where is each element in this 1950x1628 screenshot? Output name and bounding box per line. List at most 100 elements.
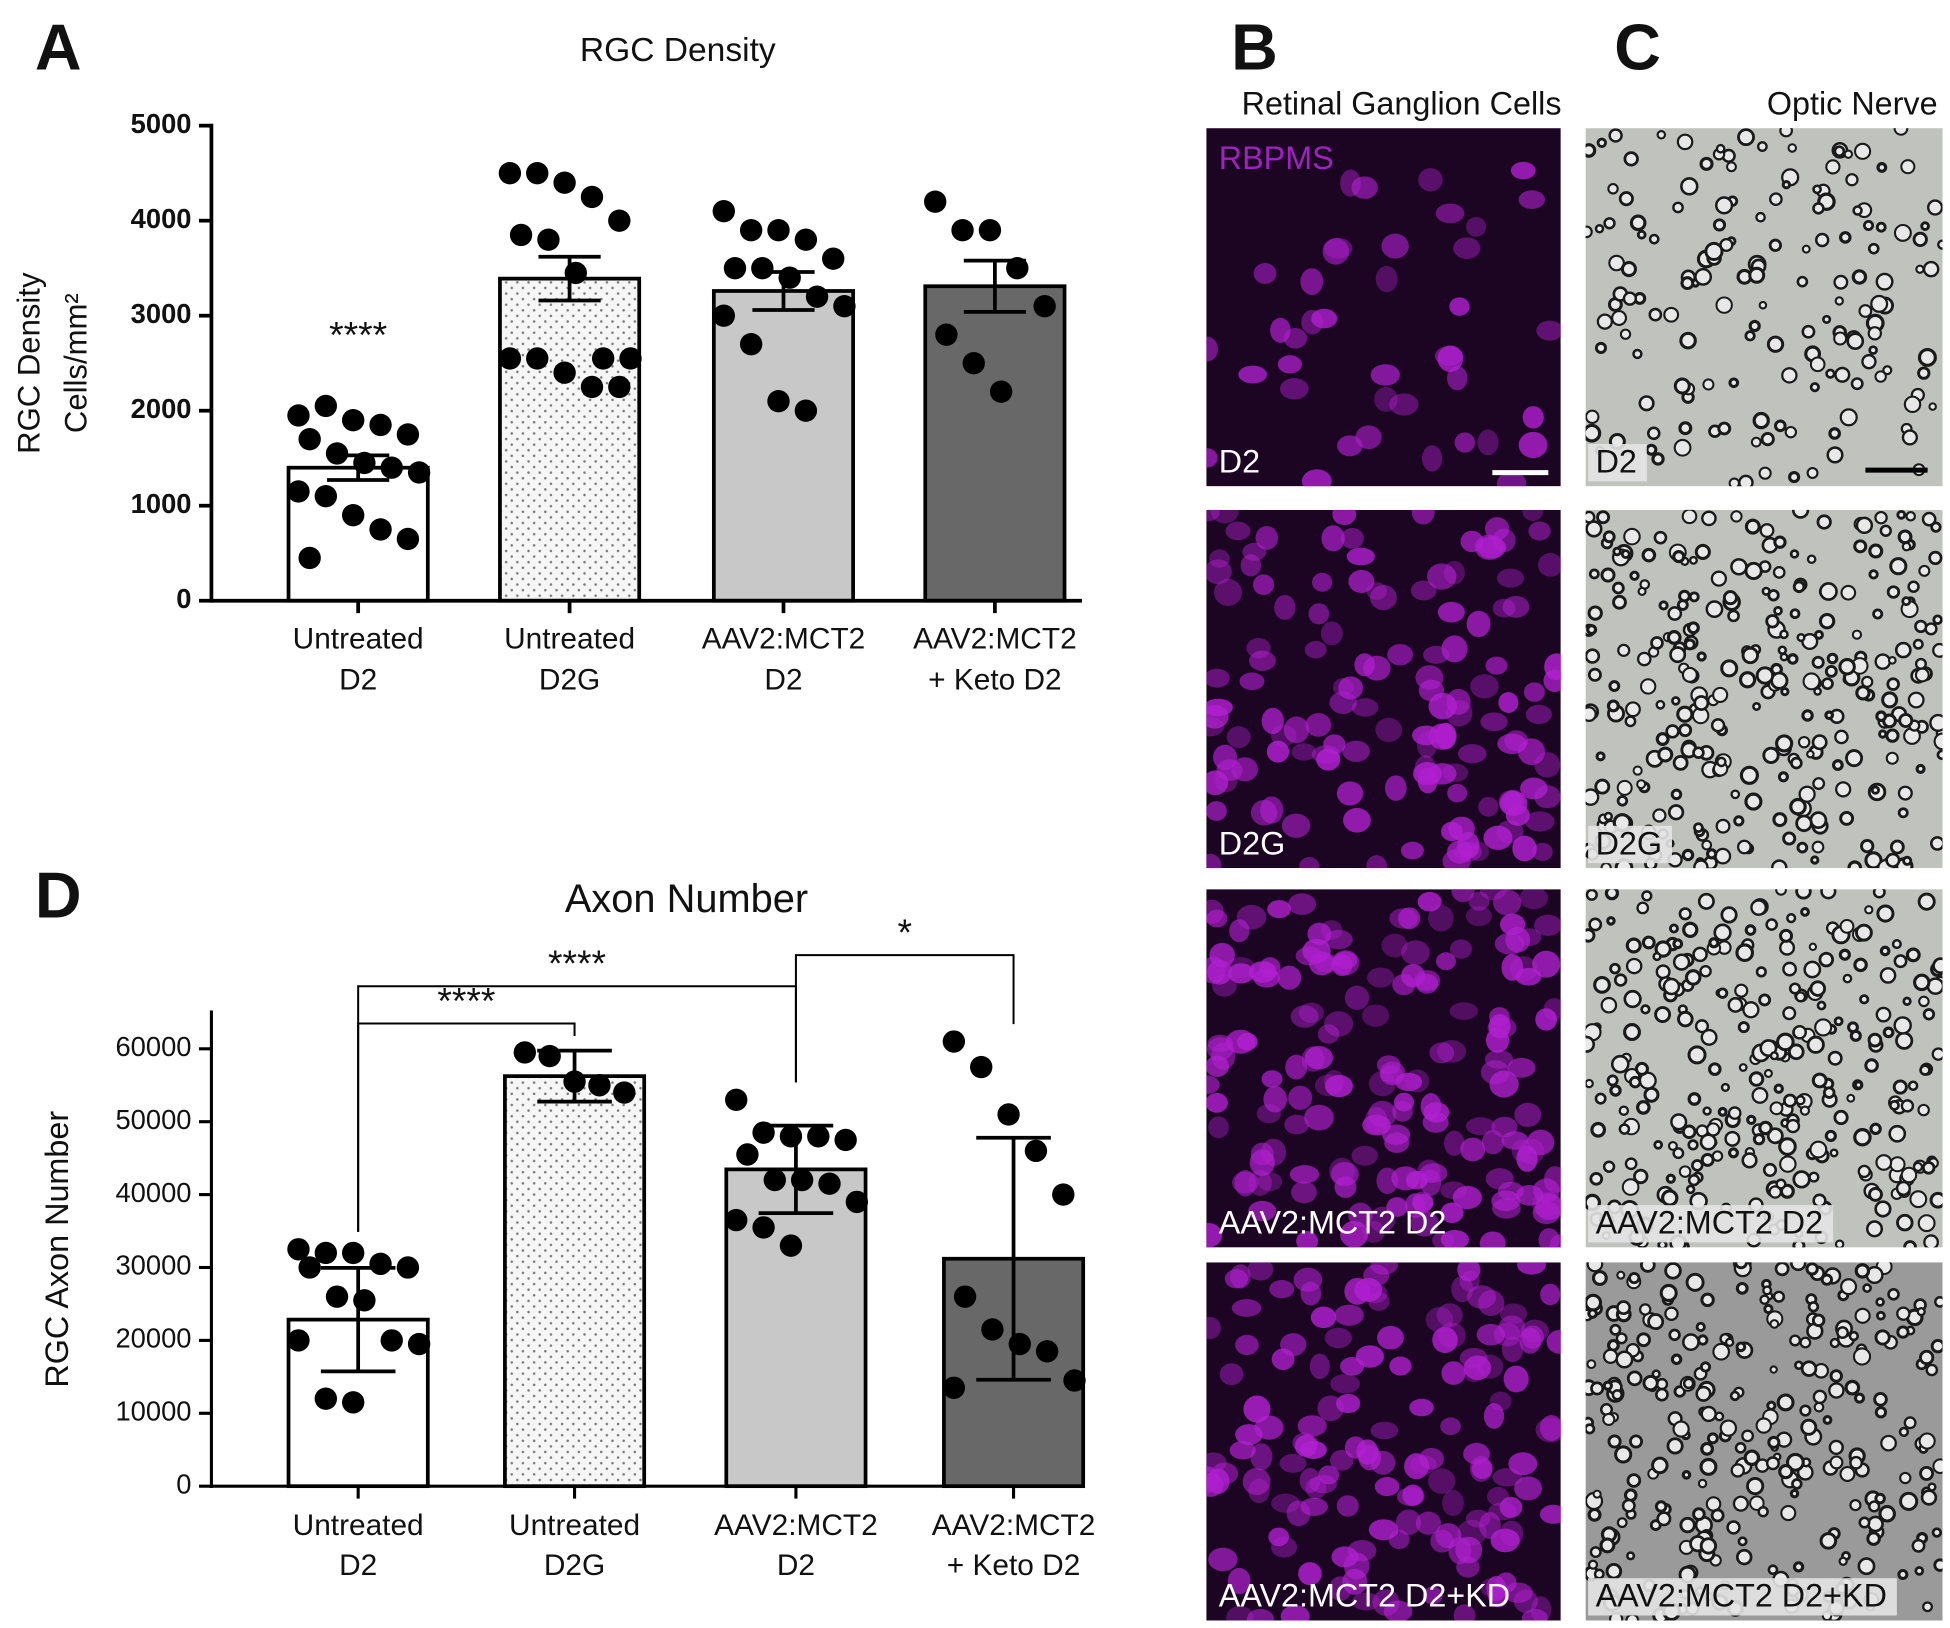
- axon: [1850, 377, 1864, 391]
- cell: [1519, 889, 1549, 910]
- error-bar: [320, 1265, 396, 1374]
- axon: [1917, 347, 1937, 367]
- axon: [1853, 1127, 1872, 1147]
- cell: [1422, 445, 1443, 472]
- axon: [1733, 815, 1745, 827]
- axon: [1623, 1488, 1638, 1503]
- axon: [1828, 427, 1841, 440]
- axon: [1585, 1035, 1596, 1053]
- cell: [1516, 1262, 1546, 1275]
- axon: [1694, 1019, 1709, 1034]
- axon: [1609, 1323, 1622, 1336]
- error-bar: [537, 1048, 612, 1104]
- axon: [1839, 919, 1855, 934]
- axon: [1664, 1262, 1682, 1280]
- cell: [1366, 855, 1387, 869]
- axon: [1717, 421, 1732, 436]
- axon: [1928, 550, 1943, 566]
- axon: [1699, 156, 1714, 171]
- axon: [1618, 1123, 1631, 1135]
- axon: [1714, 847, 1732, 865]
- axon: [1870, 294, 1889, 313]
- axon: [1626, 1473, 1642, 1488]
- axon: [1874, 1406, 1888, 1419]
- axon: [1875, 710, 1887, 723]
- image-label: D2: [1596, 443, 1637, 479]
- panel-letter: C: [1614, 10, 1661, 83]
- axon: [1625, 957, 1643, 975]
- cell: [1305, 1477, 1327, 1500]
- axon: [1661, 1189, 1679, 1207]
- axon: [1790, 1262, 1807, 1272]
- cell: [1499, 1496, 1523, 1518]
- image-label: AAV2:MCT2 D2: [1219, 1205, 1447, 1241]
- cell: [1301, 309, 1324, 335]
- cell: [1449, 297, 1470, 316]
- axon: [1676, 705, 1694, 723]
- axon: [1672, 550, 1686, 564]
- axon: [1840, 584, 1857, 601]
- axon: [1772, 1290, 1786, 1303]
- data-point: [369, 518, 392, 541]
- axon: [1693, 822, 1704, 833]
- axon: [1640, 1004, 1651, 1015]
- axon: [1739, 765, 1759, 785]
- axon: [1914, 1566, 1925, 1576]
- data-point: [712, 199, 735, 223]
- data-point: [723, 256, 747, 280]
- cell: [1451, 889, 1475, 903]
- axon: [1816, 514, 1832, 530]
- cell: [1280, 1605, 1310, 1621]
- cell: [1249, 1149, 1275, 1177]
- axon: [1889, 1099, 1900, 1111]
- cell: [1299, 1468, 1321, 1494]
- cell: [1463, 1355, 1492, 1381]
- cell: [1270, 724, 1297, 747]
- axon: [1847, 1021, 1859, 1034]
- axon: [1790, 756, 1803, 770]
- micrograph: [1585, 509, 1943, 869]
- cell: [1505, 926, 1531, 953]
- axon: [1757, 1505, 1769, 1518]
- axon: [1664, 1306, 1679, 1321]
- cell: [1208, 1116, 1229, 1139]
- axon: [1870, 785, 1880, 795]
- axon: [1834, 366, 1851, 383]
- axon: [1829, 1148, 1839, 1158]
- data-point: [725, 1088, 748, 1112]
- data-point: [613, 1081, 636, 1104]
- axon: [1735, 1341, 1747, 1353]
- data-point: [298, 1256, 321, 1279]
- axon: [1912, 638, 1924, 650]
- significance-label: ****: [329, 313, 387, 355]
- axon: [1625, 1613, 1640, 1621]
- axon: [1778, 1464, 1794, 1480]
- axon: [1623, 1023, 1641, 1042]
- cell: [1411, 509, 1435, 525]
- cell: [1440, 1417, 1461, 1436]
- axon: [1807, 1301, 1820, 1313]
- axon: [1681, 1470, 1692, 1480]
- axon: [1825, 368, 1836, 379]
- cell: [1417, 892, 1442, 912]
- cell: [1351, 176, 1378, 199]
- axon: [1886, 585, 1901, 599]
- axon: [1722, 590, 1738, 606]
- image-label: D2: [1219, 443, 1260, 479]
- axon: [1813, 687, 1822, 696]
- cell: [1498, 692, 1519, 713]
- axon: [1806, 749, 1815, 759]
- axon: [1866, 1531, 1881, 1546]
- data-point: [739, 332, 763, 356]
- axon: [1652, 808, 1667, 823]
- data-point: [287, 1329, 310, 1352]
- y-tick-label: 30000: [115, 1250, 191, 1281]
- axon: [1779, 928, 1794, 943]
- axon: [1587, 605, 1603, 621]
- axon: [1748, 266, 1766, 284]
- axon: [1811, 655, 1825, 669]
- cell: [1206, 1092, 1228, 1113]
- axon: [1927, 199, 1943, 216]
- cell: [1380, 1065, 1404, 1084]
- axon: [1715, 296, 1733, 314]
